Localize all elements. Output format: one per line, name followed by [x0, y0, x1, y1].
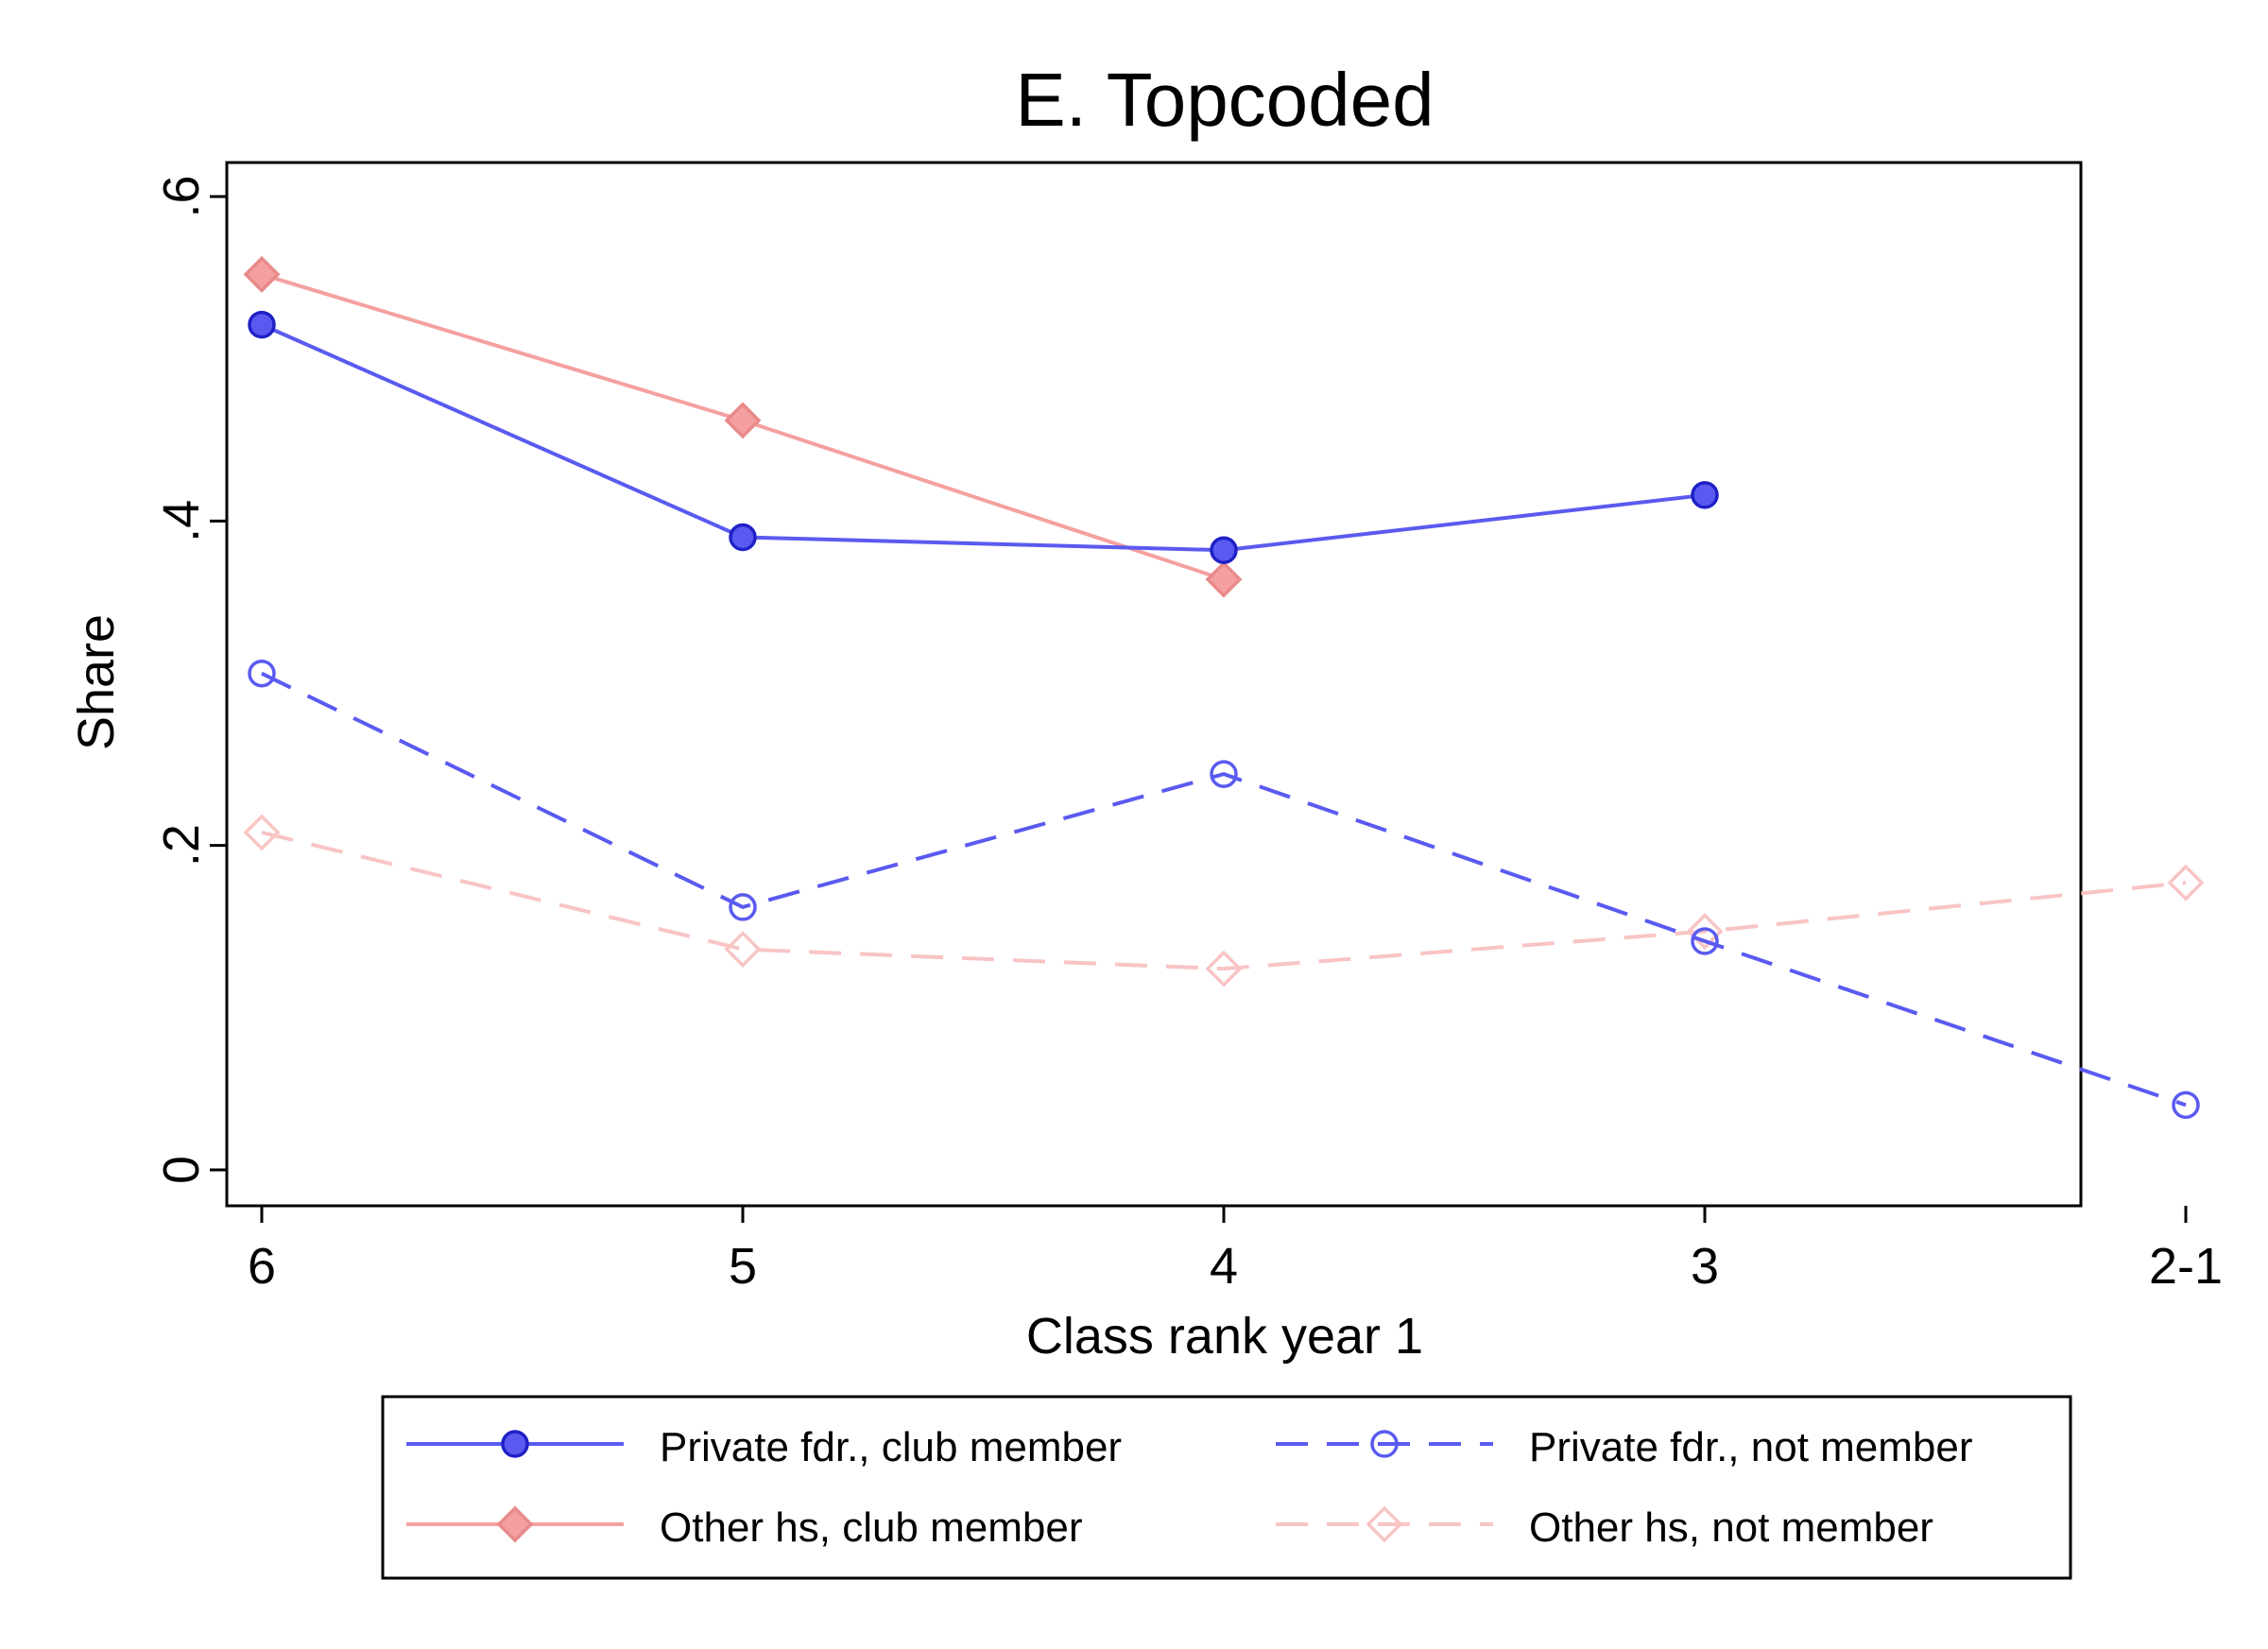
legend-box: [381, 1395, 2072, 1580]
x-tick-label: 3: [1691, 1238, 1719, 1295]
data-point: [1205, 950, 1243, 988]
series-line: [261, 671, 2187, 1108]
legend-marker: [496, 1505, 534, 1543]
series-line: [261, 830, 2187, 971]
series-line: [261, 322, 1706, 553]
data-point: [2167, 864, 2205, 902]
data-point: [729, 893, 757, 921]
data-point: [2172, 1091, 2200, 1120]
y-tick-label: .4: [153, 500, 210, 542]
x-axis-label: Class rank year 1: [1026, 1308, 1423, 1365]
legend-item: Private fdr., not member: [1276, 1424, 1973, 1470]
legend-item: Private fdr., club member: [406, 1424, 1122, 1470]
y-tick-label: .6: [153, 175, 210, 217]
series-0: [248, 310, 1719, 564]
x-tick-label: 6: [248, 1238, 276, 1295]
legend-marker: [1370, 1430, 1399, 1458]
legend-marker: [501, 1430, 529, 1458]
data-point: [724, 931, 762, 969]
legend-item: Other hs, club member: [406, 1504, 1083, 1551]
legend-label: Other hs, not member: [1529, 1504, 1933, 1551]
series-1: [248, 659, 2200, 1120]
data-point: [1210, 536, 1238, 564]
data-point: [243, 814, 281, 851]
x-tick-label: 2-1: [2149, 1238, 2223, 1295]
data-point: [248, 310, 276, 339]
series-3: [243, 814, 2205, 988]
data-point: [1691, 927, 1719, 955]
chart-title: E. Topcoded: [1015, 58, 1434, 142]
data-point: [243, 255, 281, 293]
x-tick-label: 5: [729, 1238, 757, 1295]
y-axis: 0 .2 .4 .6: [153, 175, 227, 1184]
y-tick-label: 0: [153, 1156, 210, 1184]
x-tick-label: 4: [1210, 1238, 1238, 1295]
series-layer: [243, 255, 2205, 1120]
data-point: [248, 659, 276, 688]
series-2: [243, 255, 1243, 598]
legend-label: Private fdr., club member: [660, 1424, 1122, 1470]
legend-label: Other hs, club member: [660, 1504, 1083, 1551]
legend-item: Other hs, not member: [1276, 1504, 1933, 1551]
y-tick-label: .2: [153, 824, 210, 867]
legend-label: Private fdr., not member: [1529, 1424, 1973, 1470]
data-point: [729, 523, 757, 552]
data-point: [1210, 760, 1238, 788]
plot-area: [225, 161, 2083, 1208]
data-point: [1686, 913, 1724, 951]
data-point: [1691, 481, 1719, 509]
legend: Private fdr., club member Private fdr., n…: [381, 1395, 2072, 1580]
y-axis-label: Share: [68, 614, 125, 750]
data-point: [724, 402, 762, 439]
x-axis: 6 5 4 3 2-1: [248, 1206, 2223, 1295]
data-point: [1205, 560, 1243, 598]
legend-marker: [1366, 1505, 1403, 1543]
